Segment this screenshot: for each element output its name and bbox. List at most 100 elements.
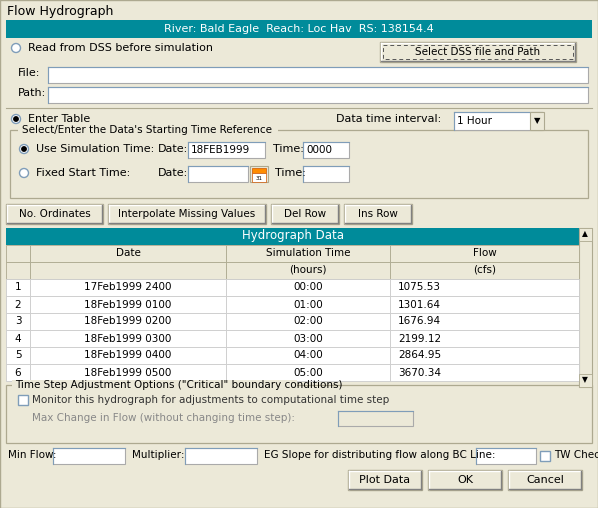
- Text: Time Step Adjustment Options ("Critical" boundary conditions): Time Step Adjustment Options ("Critical"…: [15, 380, 343, 390]
- Text: 18Feb1999 0400: 18Feb1999 0400: [84, 351, 172, 361]
- Bar: [30, 296, 226, 313]
- Text: 0000: 0000: [306, 145, 332, 155]
- Bar: [348, 470, 422, 490]
- Bar: [18, 395, 28, 405]
- Text: 18Feb1999 0500: 18Feb1999 0500: [84, 367, 172, 377]
- Text: Monitor this hydrograph for adjustments to computational time step: Monitor this hydrograph for adjustments …: [32, 395, 389, 405]
- Text: Path:: Path:: [18, 88, 46, 98]
- Bar: [30, 262, 226, 279]
- Text: ▼: ▼: [534, 116, 540, 125]
- Text: River: Bald Eagle  Reach: Loc Hav  RS: 138154.4: River: Bald Eagle Reach: Loc Hav RS: 138…: [164, 24, 434, 34]
- Text: File:: File:: [18, 68, 41, 78]
- Text: Plot Data: Plot Data: [359, 475, 411, 485]
- Text: Use Simulation Time:: Use Simulation Time:: [36, 144, 154, 154]
- Circle shape: [11, 44, 20, 52]
- Bar: [226, 245, 390, 262]
- Text: TW Check: TW Check: [554, 450, 598, 460]
- Bar: [6, 296, 30, 313]
- Text: Del Row: Del Row: [284, 209, 326, 219]
- Bar: [540, 451, 550, 461]
- Bar: [226, 330, 390, 347]
- Bar: [6, 347, 30, 364]
- Text: Min Flow:: Min Flow:: [8, 450, 56, 460]
- Text: 18Feb1999 0200: 18Feb1999 0200: [84, 316, 172, 327]
- Bar: [428, 470, 502, 490]
- Text: 03:00: 03:00: [293, 333, 323, 343]
- Bar: [108, 204, 266, 224]
- Circle shape: [20, 169, 29, 177]
- Bar: [18, 125, 278, 136]
- Text: Select DSS file and Path: Select DSS file and Path: [416, 47, 541, 57]
- Bar: [390, 262, 579, 279]
- Bar: [390, 245, 579, 262]
- Text: Date: Date: [115, 248, 141, 258]
- Bar: [10, 130, 588, 198]
- Text: 3670.34: 3670.34: [398, 367, 441, 377]
- Text: 02:00: 02:00: [293, 316, 323, 327]
- Text: 1 Hour: 1 Hour: [457, 116, 492, 126]
- Bar: [226, 296, 390, 313]
- Text: (hours): (hours): [289, 265, 327, 275]
- Bar: [579, 228, 592, 387]
- Text: 31: 31: [255, 175, 263, 180]
- Bar: [380, 42, 576, 62]
- Bar: [383, 45, 573, 59]
- Bar: [338, 411, 413, 426]
- Text: 4: 4: [15, 333, 22, 343]
- Bar: [188, 166, 248, 182]
- Text: 1: 1: [15, 282, 22, 293]
- Bar: [390, 364, 579, 381]
- Bar: [6, 20, 592, 38]
- Bar: [6, 330, 30, 347]
- Bar: [530, 112, 544, 130]
- Text: 05:00: 05:00: [293, 367, 323, 377]
- Text: Ins Row: Ins Row: [358, 209, 398, 219]
- Text: Fixed Start Time:: Fixed Start Time:: [36, 168, 130, 178]
- Bar: [48, 87, 588, 103]
- Bar: [390, 313, 579, 330]
- Bar: [579, 374, 592, 387]
- Bar: [579, 228, 592, 241]
- Text: 1075.53: 1075.53: [398, 282, 441, 293]
- Text: 17Feb1999 2400: 17Feb1999 2400: [84, 282, 172, 293]
- Bar: [12, 380, 297, 391]
- Text: EG Slope for distributing flow along BC Line:: EG Slope for distributing flow along BC …: [264, 450, 496, 460]
- Bar: [344, 204, 412, 224]
- Bar: [188, 142, 265, 158]
- Text: Time:: Time:: [273, 144, 304, 154]
- Bar: [303, 166, 349, 182]
- Text: Data time interval:: Data time interval:: [336, 114, 441, 124]
- Bar: [30, 279, 226, 296]
- Circle shape: [22, 147, 26, 151]
- Bar: [390, 296, 579, 313]
- Text: 2864.95: 2864.95: [398, 351, 441, 361]
- Bar: [390, 347, 579, 364]
- Text: 18Feb1999 0100: 18Feb1999 0100: [84, 300, 172, 309]
- Text: 04:00: 04:00: [293, 351, 323, 361]
- Text: Read from DSS before simulation: Read from DSS before simulation: [28, 43, 213, 53]
- Text: 2: 2: [15, 300, 22, 309]
- Circle shape: [20, 144, 29, 153]
- Bar: [226, 262, 390, 279]
- Bar: [303, 142, 349, 158]
- Bar: [271, 204, 339, 224]
- Bar: [6, 313, 30, 330]
- Bar: [6, 262, 30, 279]
- Text: Enter Table: Enter Table: [28, 114, 90, 124]
- Text: OK: OK: [457, 475, 473, 485]
- Text: 18FEB1999: 18FEB1999: [191, 145, 250, 155]
- Circle shape: [11, 114, 20, 123]
- Bar: [30, 313, 226, 330]
- Text: Cancel: Cancel: [526, 475, 564, 485]
- Text: Simulation Time: Simulation Time: [266, 248, 350, 258]
- Bar: [226, 279, 390, 296]
- Text: 6: 6: [15, 367, 22, 377]
- Bar: [6, 385, 592, 443]
- Bar: [226, 313, 390, 330]
- Bar: [250, 166, 268, 182]
- Text: ▲: ▲: [582, 230, 588, 238]
- Text: No. Ordinates: No. Ordinates: [19, 209, 90, 219]
- Text: 1301.64: 1301.64: [398, 300, 441, 309]
- Bar: [6, 228, 579, 245]
- Text: Flow: Flow: [472, 248, 496, 258]
